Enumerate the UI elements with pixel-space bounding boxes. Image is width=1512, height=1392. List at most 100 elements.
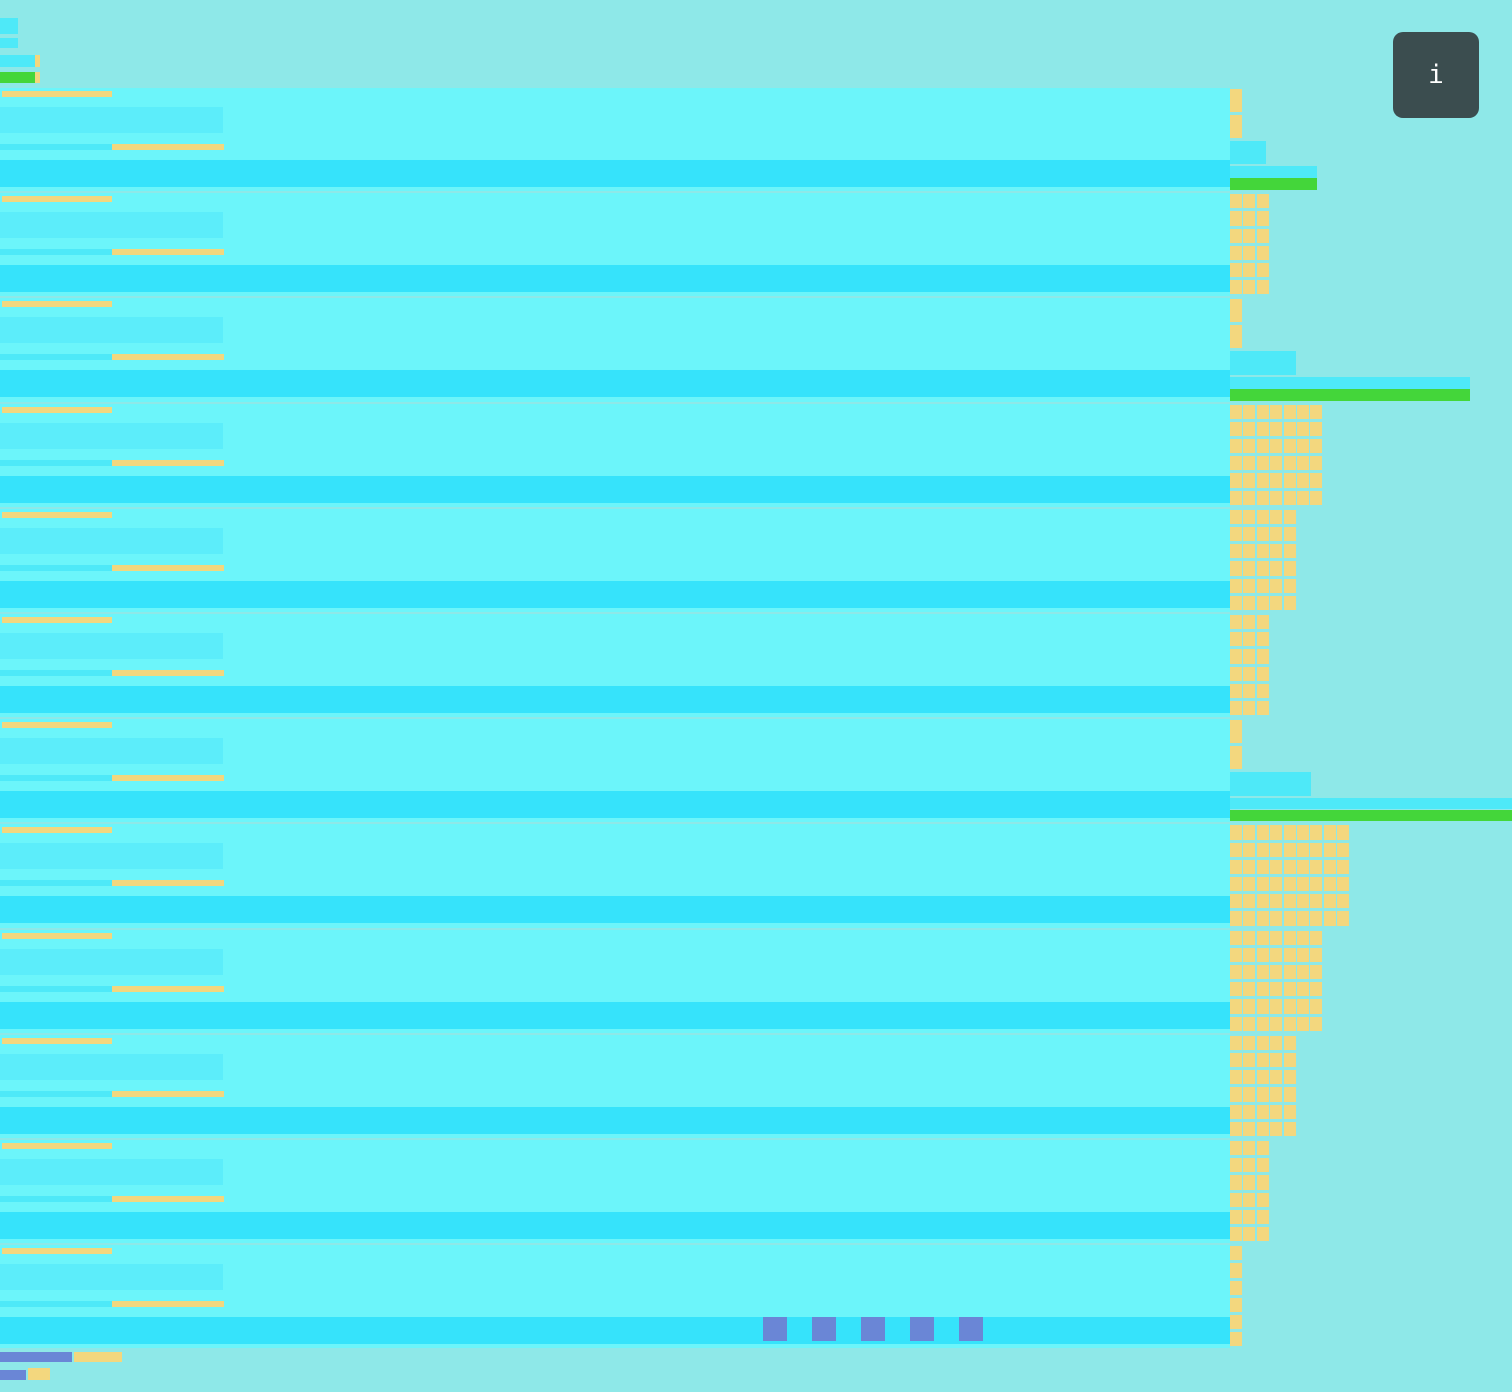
side-yellow-cell — [1230, 1016, 1242, 1031]
section-cyan-strip — [0, 985, 112, 992]
side-yellow-cell — [1270, 894, 1283, 909]
side-yellow-cell — [1270, 561, 1283, 576]
side-green-row — [1230, 388, 1470, 401]
side-yellow-cell — [1243, 527, 1256, 542]
side-yellow-cell — [1323, 825, 1336, 840]
side-yellow-cell — [1230, 544, 1242, 559]
side-yellow-cell — [1243, 930, 1256, 945]
section-column-strip — [0, 948, 223, 975]
side-yellow-cell — [1230, 701, 1242, 716]
side-green-row — [1230, 178, 1317, 191]
info-button[interactable]: i — [1393, 32, 1479, 118]
side-yellow-cell — [1230, 89, 1242, 112]
side-yellow-cell — [1243, 456, 1256, 471]
side-yellow-cell — [1256, 666, 1269, 681]
side-yellow-cell — [1243, 1053, 1256, 1068]
side-yellow-cell — [1230, 1141, 1242, 1156]
side-yellow-cell — [1283, 947, 1296, 962]
side-yellow-cell — [1270, 982, 1283, 997]
side-yellow-cell — [1230, 746, 1242, 769]
side-yellow-cell — [1230, 965, 1242, 980]
side-yellow-cell — [1270, 1016, 1283, 1031]
side-cyan-row — [1230, 351, 1296, 375]
side-yellow-cell — [1270, 1035, 1283, 1050]
section-cyan-strip — [0, 775, 112, 782]
section-column-strip — [0, 212, 223, 239]
side-yellow-cell — [1243, 439, 1256, 454]
section-bar — [0, 1001, 1230, 1029]
side-yellow-cell — [1283, 404, 1296, 419]
side-yellow-cell — [1270, 456, 1283, 471]
side-yellow-cell — [1230, 1192, 1242, 1207]
top-cell — [0, 38, 18, 48]
section-cyan-strip — [0, 880, 112, 887]
side-yellow-cell — [1337, 911, 1350, 926]
section-label-strip — [2, 1037, 112, 1044]
section-bar — [0, 896, 1230, 924]
section-yellow-strip — [112, 249, 224, 256]
side-yellow-cell — [1283, 473, 1296, 488]
side-yellow-cell — [1270, 1087, 1283, 1102]
side-yellow-cell — [1310, 947, 1323, 962]
side-yellow-cell — [1270, 930, 1283, 945]
side-yellow-cell — [1230, 999, 1242, 1014]
section-column-strip — [0, 1159, 223, 1185]
section-label-strip — [2, 301, 112, 308]
section-yellow-strip — [112, 670, 224, 676]
side-yellow-cell — [1256, 228, 1269, 243]
side-yellow-cell — [1256, 894, 1269, 909]
side-yellow-cell — [1283, 982, 1296, 997]
side-yellow-cell — [1270, 527, 1283, 542]
side-yellow-cell — [1243, 1192, 1256, 1207]
section-cyan-strip — [0, 459, 112, 466]
side-yellow-cell — [1297, 894, 1309, 909]
side-yellow-cell — [1270, 947, 1283, 962]
side-yellow-cell — [1323, 877, 1336, 892]
side-yellow-cell — [1310, 421, 1323, 436]
side-yellow-cell — [1297, 404, 1309, 419]
side-yellow-cell — [1310, 982, 1323, 997]
section-bar — [0, 265, 1230, 293]
side-yellow-cell — [1256, 982, 1269, 997]
side-yellow-cell — [1230, 930, 1242, 945]
side-yellow-cell — [1243, 595, 1256, 610]
side-yellow-cell — [1283, 859, 1296, 874]
side-yellow-cell — [1310, 825, 1323, 840]
side-yellow-cell — [1230, 947, 1242, 962]
side-yellow-cell — [1230, 1297, 1242, 1312]
highlight-cell — [861, 1317, 885, 1342]
side-yellow-cell — [1283, 1016, 1296, 1031]
side-yellow-cell — [1310, 490, 1323, 505]
side-yellow-cell — [1310, 473, 1323, 488]
section-yellow-strip — [112, 1090, 224, 1097]
side-yellow-cell — [1230, 859, 1242, 874]
side-yellow-cell — [1270, 578, 1283, 593]
side-yellow-cell — [1256, 930, 1269, 945]
side-yellow-cell — [1243, 280, 1256, 295]
side-yellow-cell — [1230, 1070, 1242, 1085]
side-yellow-cell — [1283, 877, 1296, 892]
highlight-cell — [910, 1317, 934, 1342]
side-yellow-cell — [1243, 1227, 1256, 1242]
side-yellow-cell — [1230, 825, 1242, 840]
section-yellow-strip — [112, 564, 224, 571]
side-yellow-cell — [1230, 911, 1242, 926]
side-yellow-cell — [1256, 1141, 1269, 1156]
side-yellow-cell — [1243, 842, 1256, 857]
side-yellow-cell — [1243, 1070, 1256, 1085]
section-bar — [0, 791, 1230, 819]
bottom-cell-yellow — [74, 1352, 122, 1362]
side-yellow-cell — [1297, 982, 1309, 997]
side-yellow-cell — [1283, 595, 1296, 610]
side-yellow-cell — [1243, 632, 1256, 647]
section-cyan-strip — [0, 1090, 112, 1097]
side-yellow-cell — [1243, 982, 1256, 997]
side-yellow-cell — [1270, 595, 1283, 610]
side-yellow-cell — [1243, 911, 1256, 926]
side-yellow-cell — [1256, 194, 1269, 209]
side-yellow-cell — [1337, 894, 1350, 909]
side-yellow-cell — [1270, 544, 1283, 559]
side-yellow-cell — [1283, 421, 1296, 436]
side-yellow-cell — [1256, 421, 1269, 436]
side-yellow-cell — [1243, 701, 1256, 716]
